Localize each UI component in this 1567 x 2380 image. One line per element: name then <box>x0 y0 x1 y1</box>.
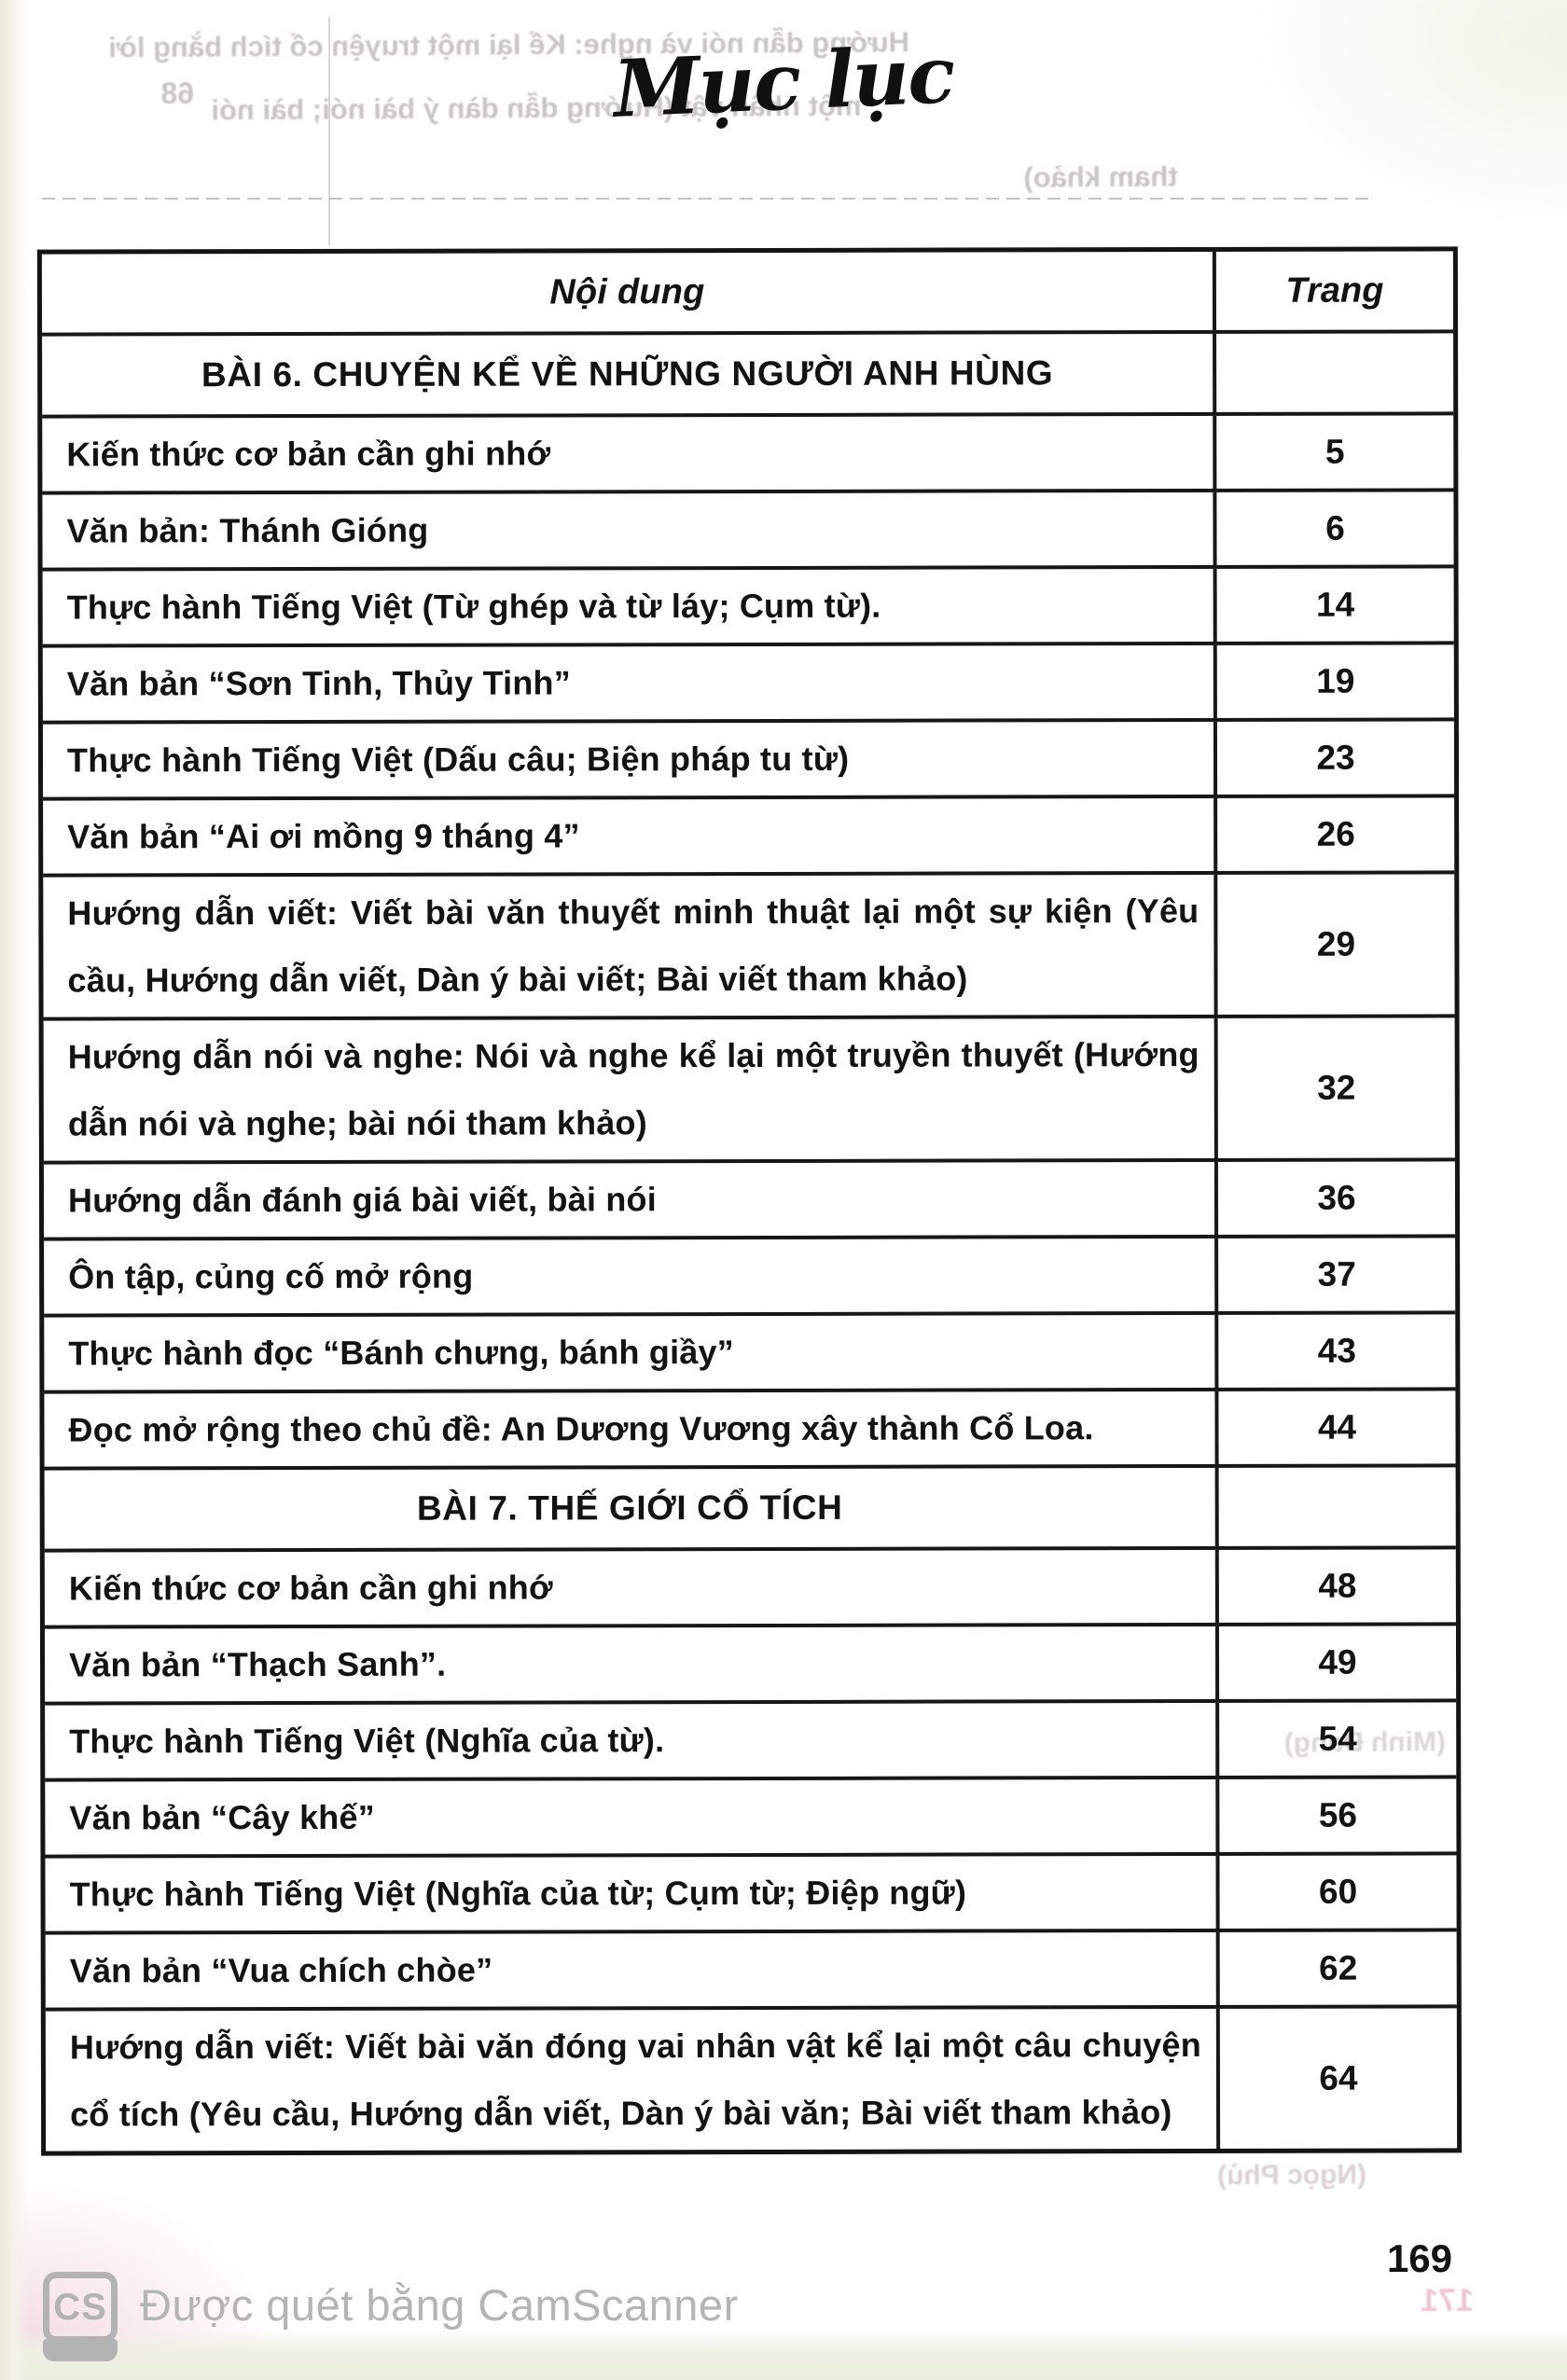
toc-item-row: Kiến thức cơ bản cần ghi nhớ 5 <box>42 411 1454 491</box>
toc-row-content: Hướng dẫn nói và nghe: Nói và nghe kể lạ… <box>67 1034 1200 1143</box>
toc-item-row: Thực hành Tiếng Việt (Từ ghép và từ láy;… <box>42 564 1454 644</box>
toc-row-content: Hướng dẫn đánh giá bài viết, bài nói <box>67 1180 657 1220</box>
toc-item-row: Thực hành đọc “Bánh chưng, bánh giầy” 43 <box>44 1310 1456 1391</box>
toc-row-content: BÀI 7. THẾ GIỚI CỔ TÍCH <box>416 1488 843 1528</box>
toc-row-page: 6 <box>1213 491 1454 565</box>
toc-row-content: Kiến thức cơ bản cần ghi nhớ <box>66 434 551 474</box>
toc-section-row: BÀI 6. CHUYỆN KỂ VỀ NHỮNG NGƯỜI ANH HÙNG <box>42 329 1454 415</box>
toc-row-page <box>1214 1467 1456 1546</box>
bleedthrough-rule <box>42 198 1376 200</box>
camscanner-logo-text: CS <box>43 2272 118 2343</box>
camscanner-logo-bar <box>43 2339 118 2361</box>
toc-item-row: Văn bản “Ai ơi mồng 9 tháng 4” 26 <box>43 794 1455 874</box>
toc-row-content: Thực hành đọc “Bánh chưng, bánh giầy” <box>68 1333 734 1373</box>
toc-item-row: Hướng dẫn viết: Viết bài văn đóng vai nh… <box>45 2004 1458 2152</box>
toc-row-page: 54 <box>1215 1702 1457 1776</box>
toc-item-row: Hướng dẫn viết: Viết bài văn thuyết minh… <box>43 870 1455 1017</box>
toc-row-content: Thực hành Tiếng Việt (Nghĩa của từ). <box>69 1721 665 1761</box>
toc-row-content: Thực hành Tiếng Việt (Từ ghép và từ láy;… <box>66 586 881 627</box>
toc-item-row: Văn bản: Thánh Gióng 6 <box>42 488 1454 568</box>
toc-header-page: Trang <box>1212 251 1454 330</box>
toc-row-content: Hướng dẫn viết: Viết bài văn thuyết minh… <box>67 891 1200 1000</box>
toc-row-content: Văn bản “Vua chích chòe” <box>69 1950 493 1990</box>
toc-item-row: Hướng dẫn nói và nghe: Nói và nghe kể lạ… <box>43 1014 1455 1161</box>
toc-item-row: Văn bản “Cây khế” 56 <box>45 1775 1457 1855</box>
toc-row-page: 37 <box>1214 1238 1456 1311</box>
toc-item-row: Văn bản “Vua chích chòe” 62 <box>45 1928 1457 2008</box>
book-page-number: 169 <box>1386 2236 1453 2280</box>
toc-item-row: Đọc mở rộng theo chủ đề: An Dương Vương … <box>44 1387 1456 1467</box>
toc-row-content: Văn bản “Sơn Tinh, Thủy Tinh” <box>66 663 571 703</box>
bleedthrough-text: tham khảo) <box>1023 159 1178 194</box>
toc-item-row: Hướng dẫn đánh giá bài viết, bài nói 36 <box>43 1157 1456 1238</box>
toc-row-page: 26 <box>1213 797 1455 871</box>
toc-row-page: 32 <box>1213 1017 1455 1158</box>
toc-row-content: BÀI 6. CHUYỆN KỂ VỀ NHỮNG NGƯỜI ANH HÙNG <box>201 353 1054 394</box>
toc-item-row: Thực hành Tiếng Việt (Nghĩa của từ; Cụm … <box>45 1851 1457 1931</box>
toc-row-content: Đọc mở rộng theo chủ đề: An Dương Vương … <box>68 1408 1094 1449</box>
toc-row-page: 19 <box>1213 644 1454 718</box>
toc-section-row: BÀI 7. THẾ GIỚI CỔ TÍCH <box>44 1463 1456 1549</box>
camscanner-logo-icon: CS <box>43 2272 118 2361</box>
toc-row-page: 44 <box>1214 1391 1456 1464</box>
toc-item-row: Thực hành Tiếng Việt (Nghĩa của từ). 54 <box>45 1698 1457 1778</box>
toc-row-page: 29 <box>1213 874 1455 1015</box>
toc-item-row: Ôn tập, củng cố mở rộng 37 <box>44 1234 1456 1314</box>
toc-row-content: Ôn tập, củng cố mở rộng <box>68 1256 474 1296</box>
toc-row-page <box>1213 333 1454 412</box>
toc-row-content: Văn bản “Cây khế” <box>69 1797 375 1837</box>
toc-row-content: Kiến thức cơ bản cần ghi nhớ <box>68 1568 553 1608</box>
camscanner-footer: CS Được quét bằng CamScanner <box>43 2272 739 2361</box>
bleedthrough-text: (Ngọc Phủ) <box>1216 2159 1367 2192</box>
toc-row-page: 14 <box>1213 568 1454 642</box>
toc-row-page: 5 <box>1213 415 1454 489</box>
toc-row-page: 23 <box>1213 721 1455 795</box>
toc-row-page: 43 <box>1214 1314 1456 1388</box>
toc-item-row: Văn bản “Thạch Sanh”. 49 <box>44 1622 1457 1702</box>
paper-crease <box>328 17 330 245</box>
toc-item-row: Thực hành Tiếng Việt (Dấu câu; Biện pháp… <box>42 717 1455 797</box>
toc-row-page: 64 <box>1215 2008 1458 2149</box>
bleedthrough-number: 171 <box>1421 2282 1475 2319</box>
camscanner-watermark-text: Được quét bằng CamScanner <box>140 2280 739 2330</box>
toc-row-page: 48 <box>1214 1549 1456 1623</box>
toc-row-page: 62 <box>1215 1931 1457 2005</box>
toc-header-content: Nội dung <box>549 272 705 312</box>
toc-table: Nội dung Trang BÀI 6. CHUYỆN KỂ VỀ NHỮNG… <box>36 246 1463 2156</box>
toc-row-content: Thực hành Tiếng Việt (Nghĩa của từ; Cụm … <box>69 1873 967 1914</box>
toc-header-row: Nội dung Trang <box>42 251 1454 332</box>
toc-row-page: 49 <box>1214 1626 1457 1699</box>
toc-row-page: 60 <box>1215 1855 1457 1929</box>
toc-row-content: Hướng dẫn viết: Viết bài văn đóng vai nh… <box>69 2025 1201 2134</box>
toc-row-content: Văn bản “Ai ơi mồng 9 tháng 4” <box>67 816 580 856</box>
toc-row-content: Văn bản “Thạch Sanh”. <box>68 1644 447 1684</box>
toc-row-page: 56 <box>1215 1778 1457 1852</box>
page-title: Mục lục <box>611 28 956 135</box>
toc-row-page: 36 <box>1213 1161 1456 1235</box>
toc-item-row: Kiến thức cơ bản cần ghi nhớ 48 <box>44 1545 1456 1626</box>
toc-row-content: Thực hành Tiếng Việt (Dấu câu; Biện pháp… <box>66 739 850 780</box>
toc-row-content: Văn bản: Thánh Gióng <box>66 510 429 550</box>
toc-item-row: Văn bản “Sơn Tinh, Thủy Tinh” 19 <box>42 641 1454 721</box>
